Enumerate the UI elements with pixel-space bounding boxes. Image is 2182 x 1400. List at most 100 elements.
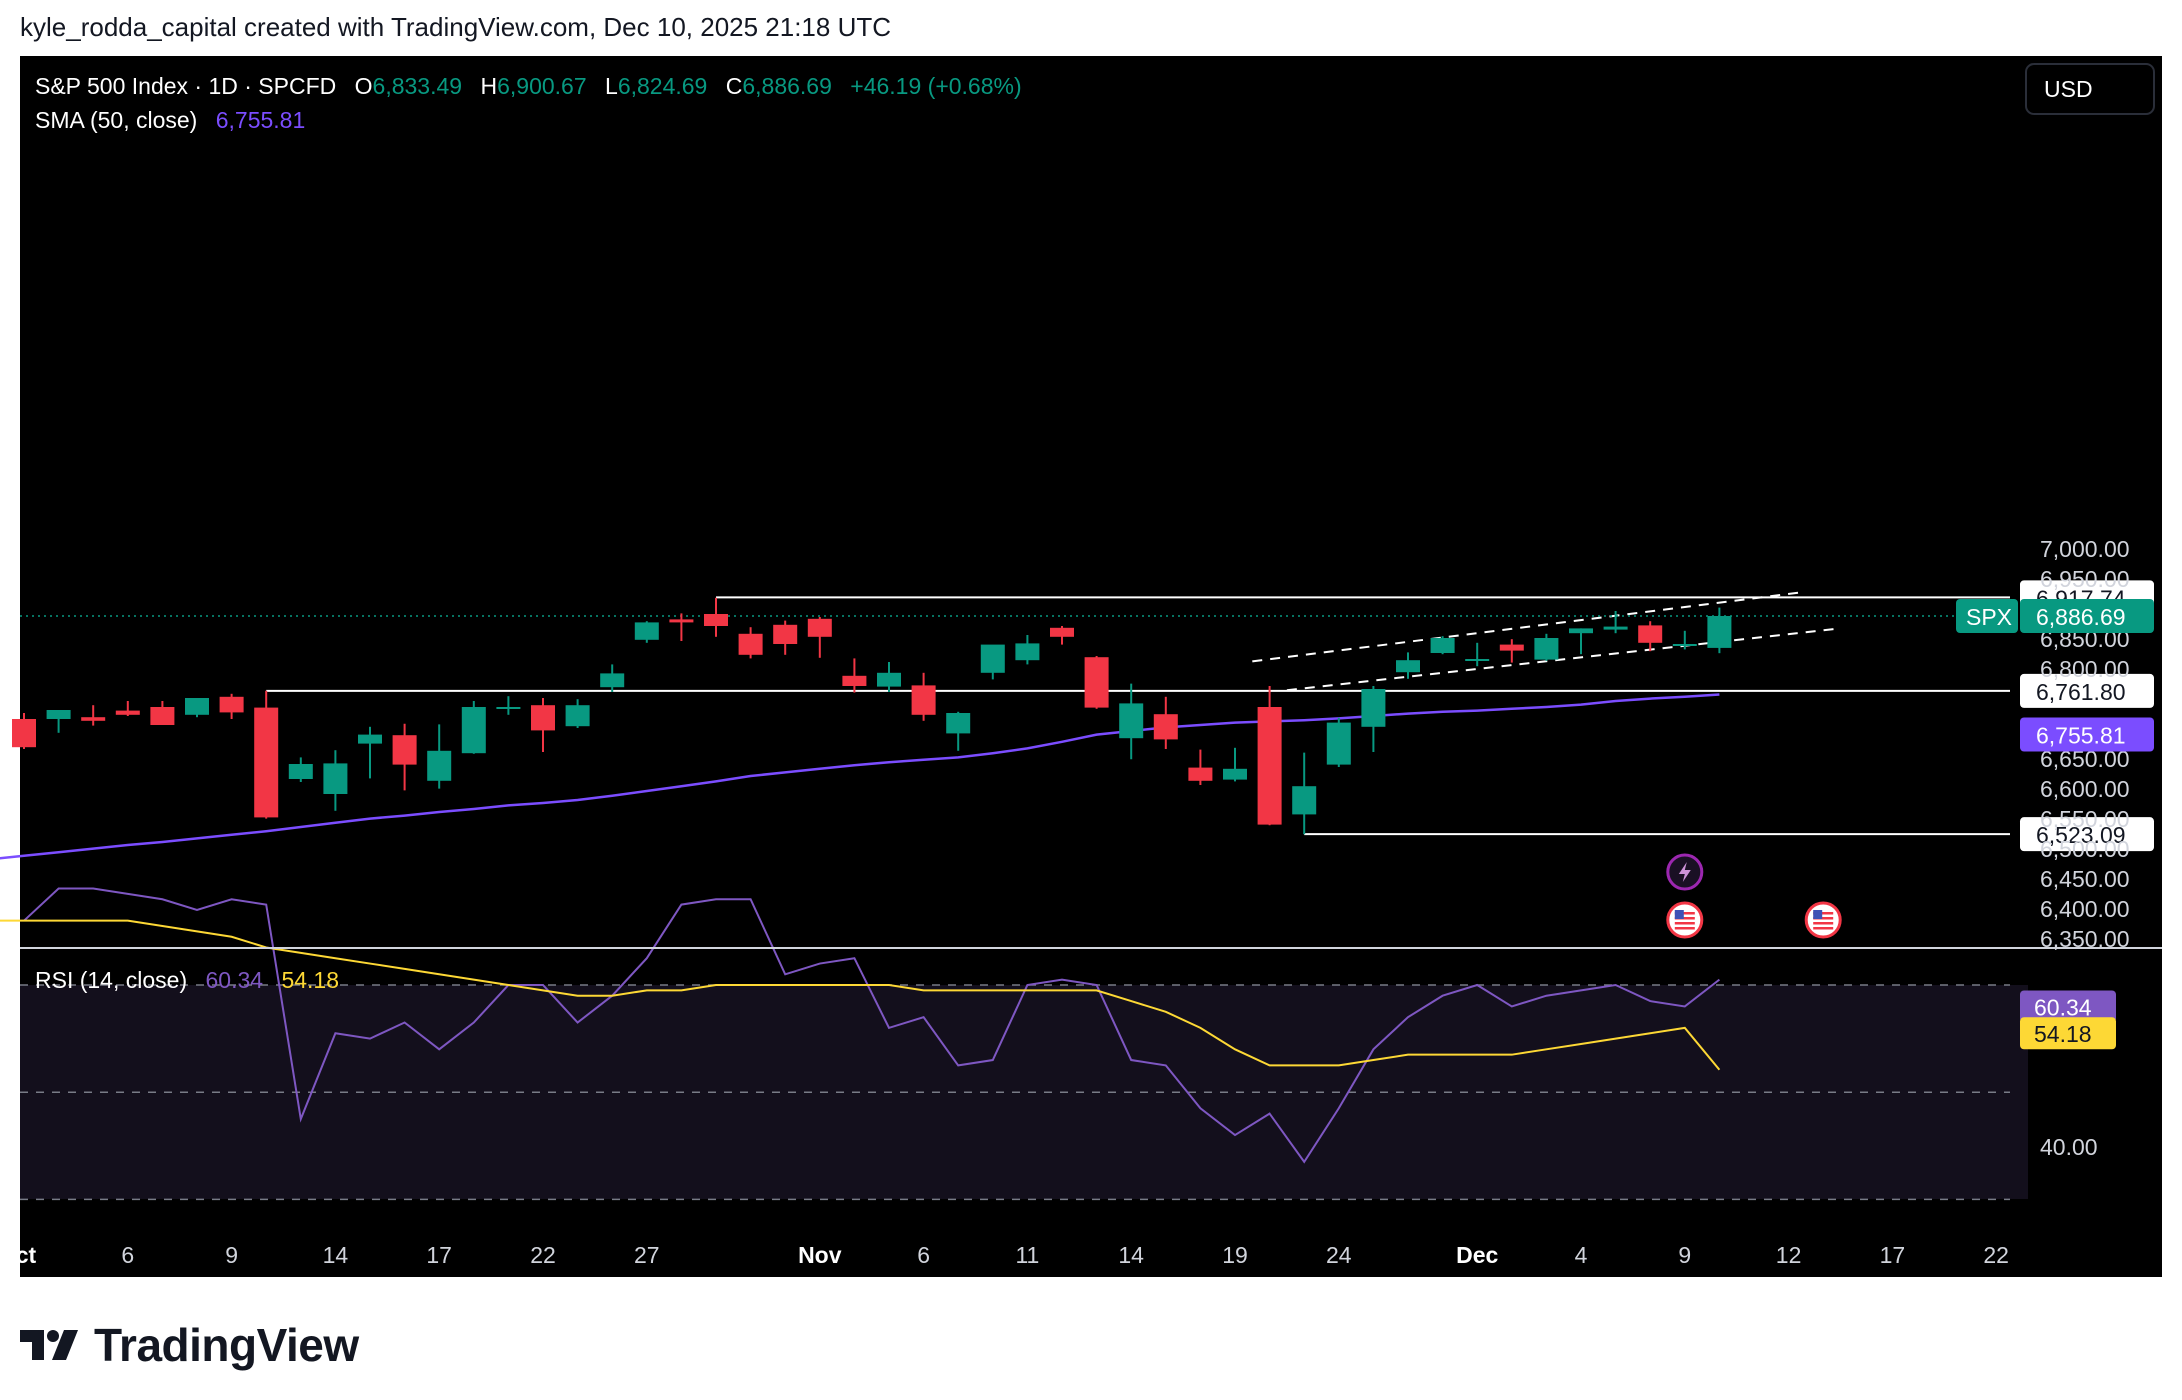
low-label: L (605, 73, 618, 99)
candle-body (1707, 615, 1732, 648)
x-tick-label: 12 (1776, 1242, 1802, 1268)
rsi-y-tick-label: 40.00 (2040, 1134, 2098, 1160)
candle-body (1223, 768, 1247, 780)
sma-layer (0, 693, 1720, 860)
x-tick-label: 17 (426, 1242, 452, 1268)
sma-legend: SMA (50, close) 6,755.81 (35, 107, 305, 133)
rsi-legend: RSI (14, close) 60.34 54.18 (35, 967, 339, 993)
rsi-line (23, 887, 1721, 1164)
candle-body (1499, 644, 1524, 651)
level-tag-label: 6,761.80 (2036, 679, 2126, 705)
low-value: 6,824.69 (618, 73, 708, 99)
candle-body (219, 696, 244, 713)
candle-body (1188, 767, 1213, 781)
candle-body (531, 705, 555, 731)
channel-line (1286, 627, 1841, 692)
candles (12, 597, 1732, 835)
rsi-ma-value-tag (2020, 1017, 2116, 1050)
candle-body (773, 624, 798, 644)
candle-body (496, 707, 521, 709)
candle-body (461, 707, 486, 754)
flag-stripe (1813, 917, 1834, 920)
x-tick-label: 14 (323, 1242, 349, 1268)
x-tick-label: 17 (1880, 1242, 1906, 1268)
rsi-ma-legend-value: 54.18 (281, 967, 339, 993)
candle-body (1534, 638, 1559, 660)
level-tag (2020, 673, 2154, 708)
y-tick-label: 6,950.00 (2040, 566, 2130, 592)
level-tag (2020, 817, 2154, 852)
level-lines (20, 590, 2010, 836)
rsi-value-tag (2020, 990, 2116, 1023)
flag-canton (1813, 910, 1823, 919)
candle-body (1050, 627, 1074, 637)
y-tick-label: 6,400.00 (2040, 896, 2130, 922)
candle-body (288, 764, 313, 779)
candle-body (427, 750, 452, 781)
open-label: O (355, 73, 373, 99)
flag-canton (1674, 910, 1684, 919)
x-tick-label: 27 (634, 1242, 660, 1268)
candle-body (392, 735, 417, 765)
x-tick-label: 9 (1678, 1242, 1691, 1268)
candle-body (46, 710, 71, 719)
flag-stripe (1813, 927, 1834, 930)
candle-body (1430, 638, 1455, 653)
rsi-ma-value-tag-label: 54.18 (2034, 1021, 2092, 1047)
currency-button[interactable] (2025, 63, 2155, 115)
x-tick-label: 24 (1326, 1242, 1352, 1268)
x-tick-label: ct (16, 1242, 37, 1268)
x-tick-label: 22 (1983, 1242, 2009, 1268)
tradingview-logo[interactable]: TradingView (20, 1318, 359, 1372)
attribution-header: kyle_rodda_capital created with TradingV… (20, 12, 892, 42)
candle-body (1603, 626, 1628, 630)
flag-stripe (1813, 912, 1834, 915)
sma-value: 6,755.81 (216, 107, 306, 133)
us-flag-icon (1666, 901, 1704, 939)
candle-body (565, 705, 590, 727)
candle-body (634, 622, 659, 640)
brand-wordmark: TradingView (94, 1319, 359, 1371)
rsi-band-fill (20, 985, 2028, 1199)
y-tick-label: 6,500.00 (2040, 836, 2130, 862)
event-markers[interactable] (1666, 853, 1842, 939)
candle-body (1153, 714, 1178, 740)
flag-stripe (1674, 912, 1695, 915)
candle-body (1119, 703, 1144, 739)
rsi-label: RSI (14, close) (35, 967, 187, 993)
us-flag-icon (1804, 901, 1842, 939)
x-tick-label: Dec (1456, 1242, 1498, 1268)
sma-label: SMA (50, close) (35, 107, 197, 133)
axis-layer: 6,917.746,761.806,523.097,000.006,950.00… (16, 536, 2154, 1268)
candle-body (1015, 643, 1040, 661)
candle-body (254, 707, 279, 818)
x-tick-label: 14 (1118, 1242, 1144, 1268)
candle-body (81, 717, 106, 721)
candle-body (1396, 660, 1420, 673)
candle-body (1465, 659, 1490, 661)
candle-body (1672, 644, 1697, 646)
last-price-label: 6,886.69 (2036, 604, 2126, 630)
x-tick-label: 22 (530, 1242, 556, 1268)
x-tick-label: 6 (917, 1242, 930, 1268)
x-tick-label: 6 (121, 1242, 134, 1268)
symbol-title: S&P 500 Index · 1D · SPCFD (35, 73, 336, 99)
x-tick-label: 9 (225, 1242, 238, 1268)
x-tick-label: 4 (1575, 1242, 1588, 1268)
sma-tag-label: 6,755.81 (2036, 723, 2126, 749)
channel-line (1252, 590, 1807, 663)
flag-stripe (1674, 917, 1695, 920)
candle-body (738, 633, 763, 655)
x-tick-label: 11 (1015, 1242, 1039, 1268)
x-tick-label: Nov (798, 1242, 842, 1268)
rsi-value-tag-label: 60.34 (2034, 994, 2092, 1020)
flag-stripe (1674, 927, 1695, 930)
spx-tag (1956, 598, 2018, 633)
candle-body (358, 734, 382, 744)
high-value: 6,900.67 (497, 73, 587, 99)
y-tick-label: 6,550.00 (2040, 806, 2130, 832)
candle-body (1569, 628, 1593, 634)
y-tick-label: 6,800.00 (2040, 656, 2130, 682)
candle-body (946, 713, 971, 734)
